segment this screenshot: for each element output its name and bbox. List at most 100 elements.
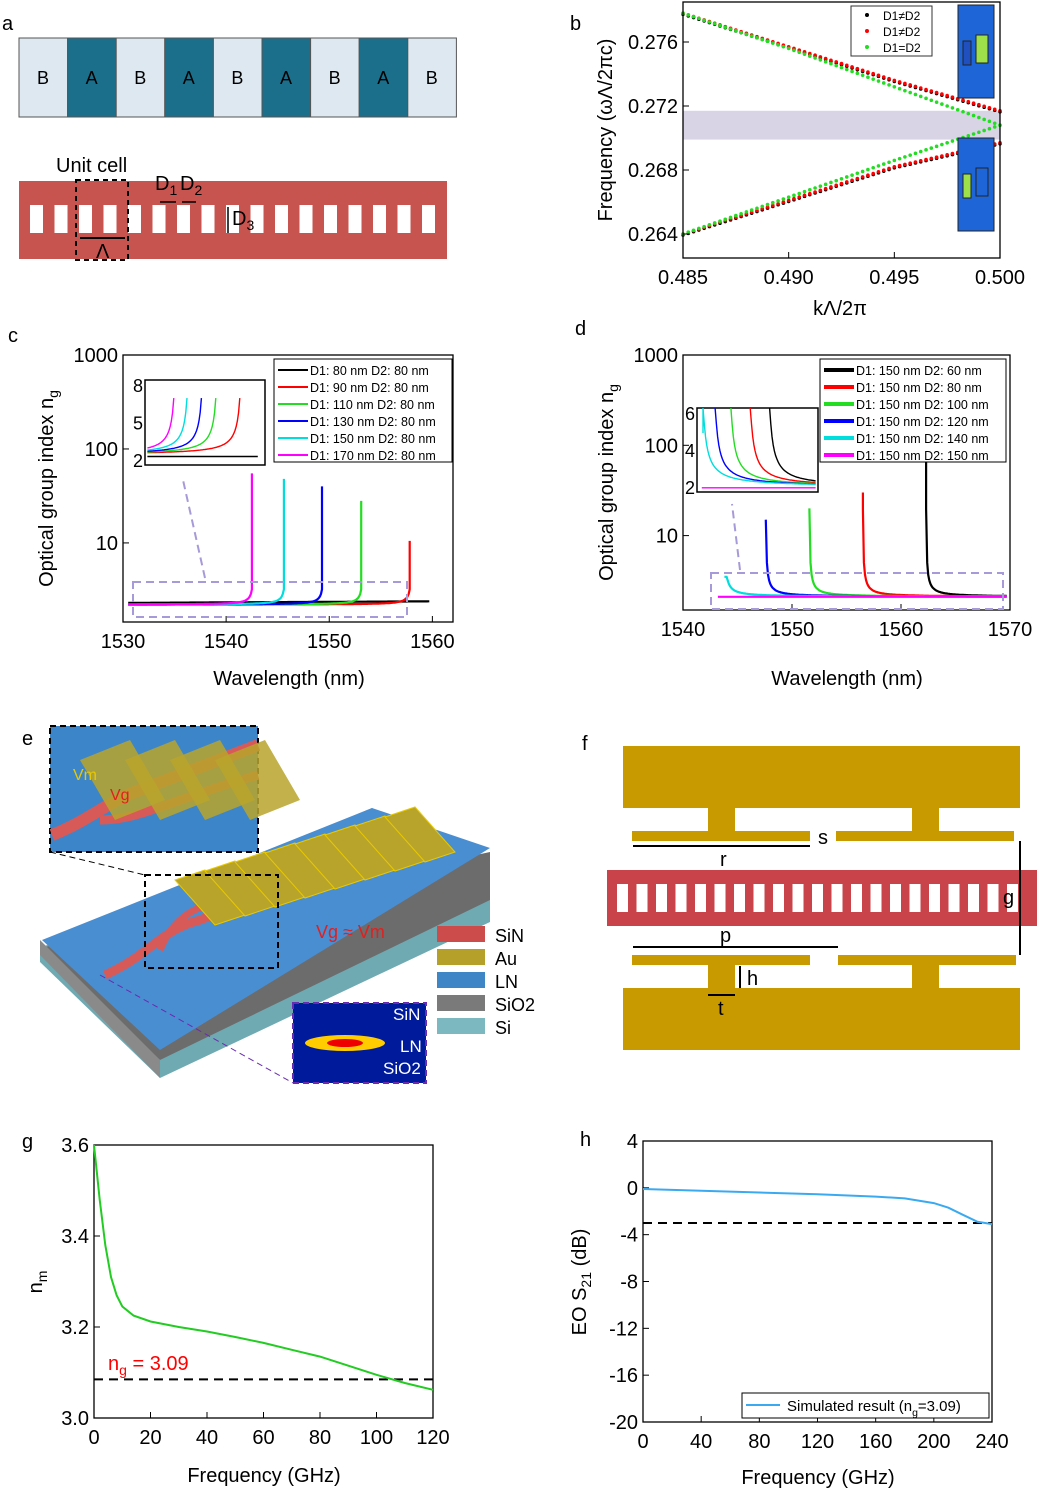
layer-B <box>407 37 457 118</box>
band-point-1 <box>966 99 971 104</box>
ng-annotation: ng = 3.09 <box>108 1353 189 1378</box>
x-tick-label: 1560 <box>410 631 455 653</box>
band-point-2 <box>776 199 780 203</box>
d3-label: D3 <box>232 208 254 233</box>
band-point-1 <box>866 70 870 74</box>
legend-swatch-SiN <box>437 926 485 942</box>
band-point-2 <box>977 115 981 120</box>
band-point-1 <box>950 95 955 99</box>
legend-label: D1: 150 nm D2: 80 nm <box>856 381 982 395</box>
band-point-1 <box>871 71 875 76</box>
x-tick-label: 1550 <box>307 631 352 653</box>
y-axis-label: Optical group index ng <box>36 390 61 587</box>
layer-label: A <box>86 68 98 88</box>
inset-y-tick-label: 4 <box>685 441 695 461</box>
band-point-1 <box>855 176 860 181</box>
band-point-1 <box>792 196 796 201</box>
stem <box>912 965 939 989</box>
layer-label: A <box>183 68 195 88</box>
band-point-2 <box>908 90 912 95</box>
band-point-1 <box>781 200 786 204</box>
band-point-2 <box>712 221 717 225</box>
inset-y-tick-label: 2 <box>133 451 143 471</box>
band-point-2 <box>934 100 939 104</box>
band-point-1 <box>892 165 897 169</box>
band-point-2 <box>987 119 992 124</box>
band-point-1 <box>934 90 939 95</box>
band-point-1 <box>961 98 965 102</box>
band-point-1 <box>945 93 949 98</box>
hole <box>275 205 288 233</box>
x-axis-label: Frequency (GHz) <box>187 1465 340 1487</box>
legend-label: D1≠D2 <box>883 9 921 23</box>
band-point-2 <box>855 171 860 176</box>
legend-frame <box>741 1392 990 1419</box>
mode-hot2-1 <box>962 173 972 199</box>
band-point-2 <box>850 69 854 74</box>
y-tick-label: -12 <box>609 1318 638 1340</box>
band-point-2 <box>755 36 759 40</box>
band-point-1 <box>903 162 907 167</box>
band-point-2 <box>760 37 765 42</box>
legend-swatch-LN <box>437 972 485 988</box>
legend: D1≠D2 D1≠D2 D1=D2 <box>850 5 933 57</box>
band-point-2 <box>744 210 749 214</box>
band-point-1 <box>839 181 844 186</box>
band-point-2 <box>781 44 786 49</box>
band-point-1 <box>876 73 881 78</box>
band-point-2 <box>860 73 865 78</box>
band-point-2 <box>887 160 891 165</box>
ng-curve-4 <box>128 478 285 606</box>
band-point-2 <box>823 182 828 187</box>
band-point-1 <box>829 58 833 63</box>
legend-label: D1: 150 nm D2: 80 nm <box>310 432 436 446</box>
hole <box>397 205 411 233</box>
band-point-1 <box>813 53 817 57</box>
band-point-2 <box>860 169 865 174</box>
legend-marker <box>865 45 869 49</box>
legend-label: SiN <box>495 926 524 946</box>
band-point-2 <box>955 108 960 112</box>
band-point-2 <box>887 83 891 87</box>
hole <box>714 884 726 912</box>
band-point-1 <box>818 55 823 59</box>
band-point-2 <box>982 128 986 133</box>
r-label: r <box>720 849 727 871</box>
inset-curve-1 <box>147 398 241 454</box>
x-tick-label: 80 <box>748 1431 770 1453</box>
band-point-2 <box>771 200 775 205</box>
legend-label: D1: 150 nm D2: 100 nm <box>856 398 989 412</box>
inset-frame <box>696 407 819 493</box>
band-point-2 <box>987 126 992 131</box>
zoom-arrow <box>731 503 741 571</box>
hole <box>870 884 882 912</box>
y-tick-label: -20 <box>609 1412 638 1434</box>
band-point-1 <box>924 157 928 162</box>
b-axes: 0.485 0.490 0.495 0.500 0.264 0.268 0.272 0.276 <box>628 1 1025 289</box>
band-point-1 <box>903 81 907 86</box>
band-point-2 <box>903 155 907 159</box>
band-point-2 <box>945 141 949 145</box>
legend-swatch-Au <box>437 949 485 965</box>
band-point-1 <box>918 159 923 163</box>
d3-label-main: D <box>232 208 246 230</box>
hole <box>909 884 921 912</box>
hole <box>656 884 667 912</box>
legend-swatch-Si <box>437 1018 485 1034</box>
mode-hot2-0 <box>962 40 972 66</box>
panel-label-g: g <box>22 1131 33 1153</box>
band-point-1 <box>913 84 918 89</box>
mode-label: LN <box>400 1037 422 1056</box>
band-point-2 <box>792 193 796 198</box>
layer-label: B <box>426 68 438 88</box>
inset-curve-1 <box>749 407 816 484</box>
hole <box>177 205 190 233</box>
legend-label: SiO2 <box>495 995 535 1015</box>
band-point-2 <box>697 16 701 21</box>
y-tick-label: 10 <box>96 533 118 555</box>
y-tick-label: 0.264 <box>628 224 678 246</box>
stem <box>708 965 735 989</box>
hole <box>792 884 804 912</box>
